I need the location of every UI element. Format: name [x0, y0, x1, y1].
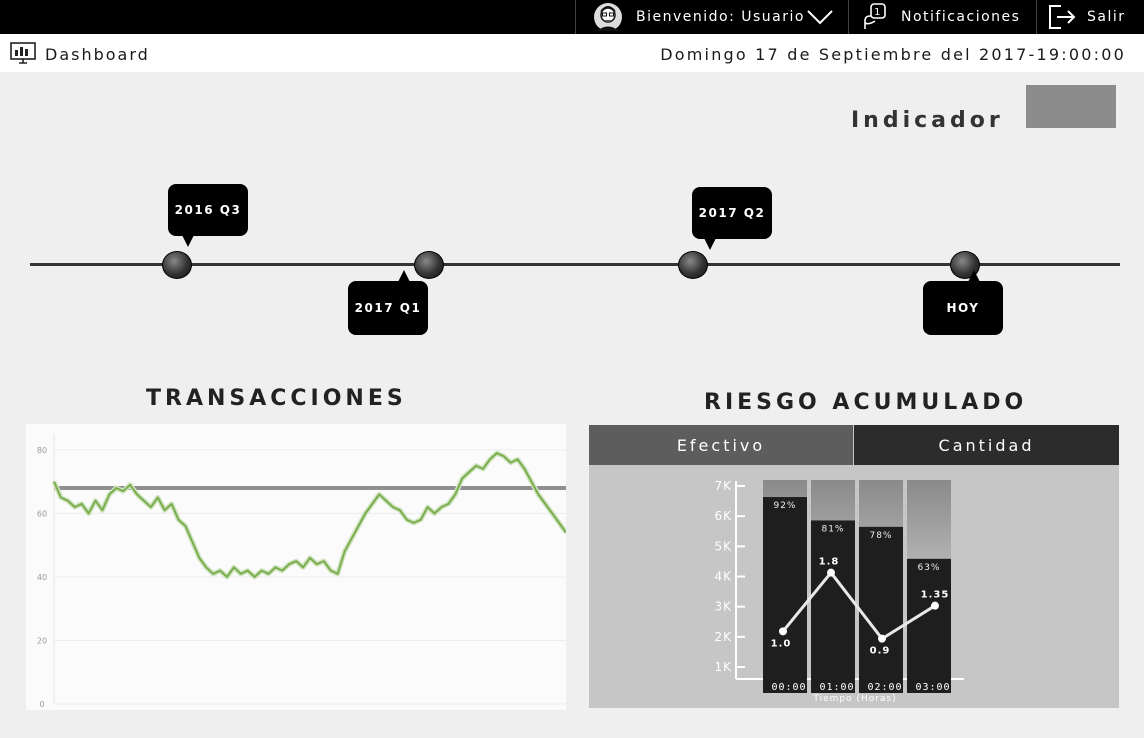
notification-count: 1: [874, 7, 882, 18]
avatar: [594, 3, 622, 31]
indicator-swatch: [1026, 85, 1116, 128]
y-tick-label: 40: [37, 573, 47, 582]
riesgo-line: [781, 570, 936, 641]
milestone-tail-4: [968, 270, 980, 282]
y-tick-label: 3K: [714, 600, 732, 614]
y-tick-label: 1K: [714, 660, 732, 674]
bar: [859, 526, 903, 693]
x-tick-label: 03:00: [915, 682, 950, 693]
x-axis-label: Tiempo (Horas): [812, 694, 896, 704]
transacciones-svg: 80 60 40 20 0: [37, 434, 569, 709]
user-menu[interactable]: Bienvenido: Usuario: [575, 0, 847, 34]
milestone-label-3: 2017 Q2: [692, 187, 772, 239]
milestone-tail-2: [398, 270, 410, 282]
indicator-label: Indicador: [851, 108, 1004, 133]
timeline-line: [30, 263, 1120, 266]
notifications-label: Notificaciones: [901, 9, 1021, 25]
logout-icon: [1049, 5, 1076, 29]
line-value-label: 1.0: [771, 638, 792, 649]
milestone-tail-3: [704, 238, 716, 250]
series-line: [53, 452, 567, 578]
line-point: [931, 601, 939, 610]
y-tick-label: 20: [37, 636, 47, 645]
milestone-label-1: 2016 Q3: [168, 184, 248, 236]
y-tick-label: 4K: [714, 570, 732, 584]
timeline-node-1[interactable]: [162, 251, 192, 279]
bar: [907, 558, 951, 693]
logout-button[interactable]: Salir: [1036, 0, 1144, 34]
timeline-node-3[interactable]: [678, 251, 708, 279]
y-tick-label: 80: [37, 446, 47, 455]
x-tick-label: 02:00: [867, 682, 902, 693]
riesgo-title: RIESGO ACUMULADO: [704, 390, 1028, 415]
dashboard-nav[interactable]: Dashboard: [10, 42, 150, 66]
datetime: Domingo 17 de Septiembre del 2017-19:00:…: [660, 45, 1126, 64]
monitor-chart-icon: [10, 42, 36, 64]
bar: [811, 520, 855, 693]
line-value-label: 0.9: [870, 646, 891, 657]
welcome-label: Bienvenido: Usuario: [636, 9, 805, 25]
bar-percent-label: 63%: [917, 563, 940, 573]
milestone-tail-1: [182, 235, 194, 247]
y-tick-label: 7K: [714, 479, 732, 493]
logout-label: Salir: [1087, 9, 1126, 25]
y-tick-label: 60: [37, 509, 47, 518]
line-value-label: 1.8: [819, 557, 840, 568]
y-tick-label: 0: [39, 700, 44, 709]
line-point: [827, 568, 835, 577]
y-tick-label: 6K: [714, 509, 732, 523]
riesgo-svg: 7K 6K 5K 4K 3K 2K 1K 92% 00:00 81% 01:00 78% 02:00 63…: [714, 479, 964, 704]
sub-header: [0, 34, 1144, 72]
bell-icon: 1: [864, 3, 886, 29]
y-tick-label: 2K: [714, 630, 732, 644]
line-value-label: 1.35: [921, 590, 950, 601]
milestone-label-4: HOY: [923, 281, 1003, 335]
bar-percent-label: 92%: [773, 501, 796, 511]
timeline-node-2[interactable]: [414, 251, 444, 279]
riesgo-panel: Efectivo Cantidad 7K 6K 5K 4K 3K 2K 1K 92% 00:00…: [589, 425, 1119, 708]
chevron-down-icon: [807, 10, 833, 25]
milestone-label-2: 2017 Q1: [348, 281, 428, 335]
transacciones-title: TRANSACCIONES: [146, 386, 407, 411]
bar-percent-label: 78%: [869, 531, 892, 541]
y-tick-label: 5K: [714, 539, 732, 553]
page-title: Dashboard: [45, 44, 150, 64]
bar: [763, 497, 807, 693]
top-bar: Bienvenido: Usuario 1 Notificaciones Sal…: [0, 0, 1144, 34]
line-point: [878, 634, 886, 643]
tab-efectivo[interactable]: Efectivo: [589, 425, 853, 465]
x-tick-label: 00:00: [771, 682, 806, 693]
x-tick-label: 01:00: [819, 682, 854, 693]
line-point: [779, 627, 787, 636]
tab-cantidad[interactable]: Cantidad: [854, 425, 1119, 465]
notifications-button[interactable]: 1 Notificaciones: [848, 0, 1036, 34]
bar-percent-label: 81%: [821, 524, 844, 534]
transacciones-chart: 80 60 40 20 0: [26, 424, 569, 710]
